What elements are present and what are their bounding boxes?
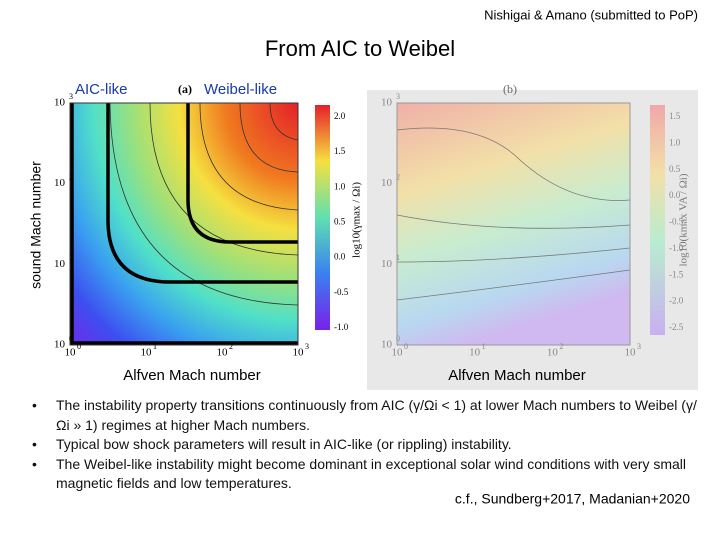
tick-exponent: 1 [396,253,400,262]
colorbar-tick: 1.0 [334,181,346,191]
colorbar-tick: 1.0 [669,137,681,147]
tick-base: 10 [217,347,229,359]
citation: c.f., Sundberg+2017, Madanian+2020 [455,491,690,507]
tick-base: 10 [381,97,393,109]
tick-base: 10 [625,347,637,359]
bullet: Typical bow shock parameters will result… [30,435,700,455]
x-axis-label: Alfven Mach number [123,367,261,384]
left-plot-frame [69,102,299,346]
y-axis-label: sound Mach number [28,161,44,289]
tick-base: 10 [381,258,393,270]
tick-base: 10 [381,177,393,189]
contours [109,102,299,306]
colorbar-tick: -1.0 [669,243,684,253]
left-plot-area [70,103,298,345]
tick-base: 10 [392,347,404,359]
tick-base: 10 [293,347,305,359]
tick-exponent: 2 [229,342,233,351]
tick-base: 10 [141,347,153,359]
tick-base: 10 [381,339,393,351]
attribution: Nishigai & Amano (submitted to PoP) [484,7,698,22]
tick-base: 10 [547,347,559,359]
tick-base: 10 [54,258,66,270]
colorbar-tick: -1.0 [334,322,349,332]
bullet-list: The instability property transitions con… [30,396,700,494]
colorbar-tick: 0.0 [334,252,346,262]
tick-exponent: 3 [396,92,400,101]
colorbar-label: log10(kmax VA / Ωi) [678,173,690,266]
tick-exponent: 1 [153,342,157,351]
right-plot-frame [396,102,631,346]
tick-base: 10 [469,347,481,359]
tick-exponent: 3 [69,92,73,101]
colorbar-tick: -2.5 [669,322,684,332]
tick-exponent: 0 [69,334,73,343]
tick-exponent: 2 [559,342,563,351]
tick-exponent: 0 [404,342,408,351]
aic-label: AIC-like [75,81,128,98]
tick-exponent: 0 [77,342,81,351]
tick-base: 10 [54,339,66,351]
colorbar-tick: -2.0 [669,296,684,306]
tick-exponent: 1 [69,253,73,262]
colorbar-tick: -1.5 [669,269,684,279]
colorbar-tick: -0.5 [334,287,349,297]
right-colorbar [650,105,665,335]
colorbar-tick: 0.5 [334,217,346,227]
regime-boundaries [70,103,298,345]
tick-exponent: 3 [305,342,309,351]
panel-a: (a) [178,82,192,96]
bullet: The instability property transitions con… [30,396,700,435]
tick-base: 10 [54,177,66,189]
tick-base: 10 [65,347,77,359]
right-contours [396,127,631,301]
bullet: The Weibel-like instability might become… [30,455,700,494]
slide-title: From AIC to Weibel [265,36,455,61]
tick-exponent: 2 [396,172,400,181]
tick-exponent: 3 [637,342,641,351]
weibel-label: Weibel-like [204,81,277,98]
x-axis-label: Alfven Mach number [448,367,586,384]
colorbar-tick: 0.0 [669,190,681,200]
tick-exponent: 2 [69,172,73,181]
tick-base: 10 [54,97,66,109]
colorbar-tick: -0.5 [669,217,684,227]
colorbar-tick: 1.5 [669,111,681,121]
right-plot-area [397,103,630,345]
left-colorbar [315,105,330,330]
colorbar-tick: 0.5 [669,164,681,174]
panel-b: (b) [503,82,517,96]
colorbar-tick: 2.0 [334,111,346,121]
tick-exponent: 1 [482,342,486,351]
tick-exponent: 0 [396,334,400,343]
colorbar-tick: 1.5 [334,146,346,156]
colorbar-label: log10(γmax / Ωi) [351,182,363,258]
